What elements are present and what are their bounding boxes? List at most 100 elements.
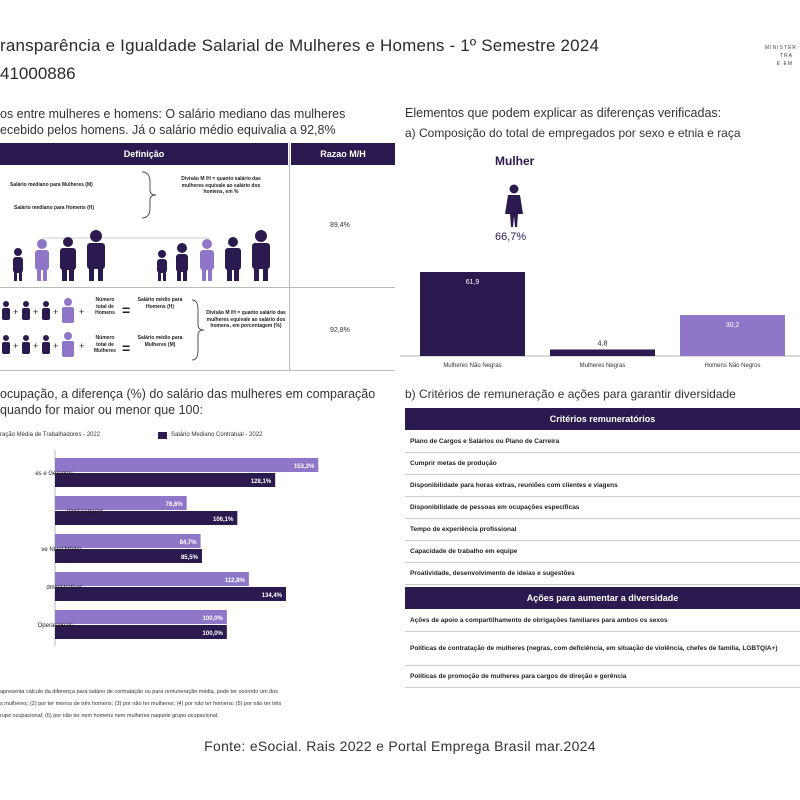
hbar-value-label: 76,6%	[166, 502, 184, 508]
diversity-row: Políticas de promoção de mulheres para c…	[405, 666, 800, 688]
hbar-0-0	[55, 458, 318, 472]
person-icon	[60, 237, 76, 281]
svg-text:+: +	[33, 307, 38, 317]
hbar-4-0	[55, 610, 227, 624]
hbar-category-label: Operacionais	[38, 623, 73, 629]
svg-text:+: +	[13, 341, 18, 351]
label-median-men: Salário mediano para Homens (H)	[14, 205, 94, 212]
hbar-category-label: nível superior	[67, 509, 103, 515]
svg-text:+: +	[53, 341, 58, 351]
hbar-value-label: 112,8%	[225, 578, 246, 584]
footnote-line: apresenta cálculo da diferença para salá…	[0, 686, 395, 698]
ministry-logo-text: MINISTÉR TRA E EM	[765, 44, 800, 68]
criteria-row: Disponibilidade para horas extras, reuni…	[405, 475, 800, 497]
occupation-line: ocupação, a diferença (%) do salário das…	[0, 386, 395, 402]
hbar-value-label: 84,7%	[180, 540, 198, 546]
person-icon	[13, 248, 23, 281]
diversity-table-header: Ações para aumentar a diversidade	[405, 587, 800, 609]
elements-heading: Elementos que podem explicar as diferenç…	[405, 106, 721, 120]
people-figures-row1	[0, 228, 285, 286]
legend-item-median: Salário Mediano Contratual - 2022	[171, 432, 262, 438]
intro-line: ecebido pelos homens. Já o salário médio…	[0, 122, 395, 138]
occupation-line: quando for maior ou menor que 100:	[0, 402, 395, 418]
svg-text:+: +	[33, 341, 38, 351]
row2-ratio-value: 92,8%	[330, 327, 350, 334]
criteria-heading: b) Critérios de remuneração e ações para…	[405, 387, 736, 401]
diversity-row: Ações de apoio a compartilhamento de obr…	[405, 610, 800, 632]
row1-ratio-value: 89,4%	[330, 222, 350, 229]
gender-percent: 66,7%	[495, 231, 526, 243]
salary-men-label: Salário médio para Homens (H)	[135, 297, 185, 310]
person-icon	[176, 243, 188, 281]
row2-note: Divisão M /H = quanto salário das mulher…	[206, 310, 286, 330]
footnote: apresenta cálculo da diferença para salá…	[0, 686, 395, 722]
intro-text: os entre mulheres e homens: O salário me…	[0, 106, 395, 138]
criteria-row: Tempo de experiência profissional	[405, 519, 800, 541]
occupation-bar-chart: 153,2%128,1%es e Gerentes76,6%106,1%níve…	[0, 448, 395, 648]
hbar-3-0	[55, 572, 249, 586]
total-men-label: Número total de Homens	[90, 297, 120, 317]
intro-line: os entre mulheres e homens: O salário me…	[0, 106, 395, 122]
hbar-value-label: 128,1%	[251, 479, 272, 485]
source-note: Fonte: eSocial. Rais 2022 e Portal Empre…	[0, 738, 800, 754]
label-median-women: Salário mediano para Mulheres (M)	[10, 182, 93, 189]
bar-1	[550, 349, 655, 356]
total-women-label: Número total de Mulheres	[90, 335, 120, 355]
ministry-line: TRA	[765, 52, 793, 60]
legend-label: Salário Mediano Contratual - 2022	[171, 432, 262, 438]
composition-subheading: a) Composição do total de empregados por…	[405, 126, 741, 140]
brace-icon	[190, 298, 210, 362]
bar-category-label: Mulheres Não Negras	[443, 363, 501, 369]
occupation-text: ocupação, a diferença (%) do salário das…	[0, 386, 395, 418]
hbar-category-label: ve Nível Médio	[41, 547, 81, 553]
hbar-category-label: es e Gerentes	[35, 471, 73, 477]
people-figures-row2: + + + + + + + +	[0, 298, 90, 362]
brace-icon	[140, 170, 180, 220]
bar-category-label: Mulheres Negras	[580, 363, 626, 369]
criteria-row: Proatividade, desenvolvimento de ideias …	[405, 563, 800, 585]
legend-swatch-median	[158, 432, 167, 439]
person-icon	[200, 239, 214, 281]
bar-category-label: Homens Não Negros	[704, 363, 760, 369]
hbar-3-1	[55, 587, 286, 601]
equals-sign: =	[122, 340, 130, 356]
hbar-value-label: 100,0%	[203, 631, 224, 637]
person-icon	[35, 239, 49, 281]
gender-label: Mulher	[495, 154, 534, 168]
criteria-table-header: Critérios remuneratórios	[405, 408, 800, 430]
composition-bar-chart: 61,9 Mulheres Não Negras 4,8 Mulheres Negra…	[400, 250, 800, 370]
hbar-0-1	[55, 473, 275, 487]
table-divider	[0, 287, 395, 288]
equals-sign: =	[122, 302, 130, 318]
hbar-value-label: 134,4%	[262, 593, 283, 599]
criteria-row: Capacidade de trabalho em equipe	[405, 541, 800, 563]
ministry-line: E EM	[765, 60, 793, 68]
svg-text:+: +	[13, 307, 18, 317]
hbar-value-label: 85,5%	[181, 555, 199, 561]
bar-value-label: 4,8	[598, 340, 608, 347]
table-divider	[0, 370, 395, 371]
hbar-value-label: 100,0%	[203, 616, 224, 622]
hbar-category-label: dministrativos	[46, 585, 83, 591]
svg-text:+: +	[53, 307, 58, 317]
svg-text:+: +	[79, 307, 84, 317]
bar-value-label: 61,9	[466, 279, 480, 286]
col-header-definition: Definição	[0, 143, 288, 165]
person-icon	[157, 250, 167, 281]
footnote-line: s mulheres; (2) por ter menos de três ho…	[0, 698, 395, 710]
person-icon	[252, 230, 270, 281]
cnpj-number: 41000886	[0, 64, 76, 84]
row1-note: Divisão M /H = quanto salário das mulher…	[176, 176, 266, 196]
criteria-row: Cumprir metas de produção	[405, 453, 800, 475]
person-icon	[225, 237, 241, 281]
footnote-line: rupo ocupacional; (6) por não ter nem ho…	[0, 710, 395, 722]
table-col-divider	[289, 143, 290, 370]
col-header-ratio: Razao M/H	[291, 143, 395, 165]
hbar-value-label: 153,2%	[294, 464, 315, 470]
report-title: ransparência e Igualdade Salarial de Mul…	[0, 36, 599, 56]
salary-women-label: Salário médio para Mulheres (M)	[135, 335, 185, 348]
svg-text:+: +	[79, 341, 84, 351]
hbar-4-1	[55, 625, 227, 639]
criteria-row: Disponibilidade de pessoas em ocupações …	[405, 497, 800, 519]
ministry-line: MINISTÉR	[765, 44, 800, 52]
